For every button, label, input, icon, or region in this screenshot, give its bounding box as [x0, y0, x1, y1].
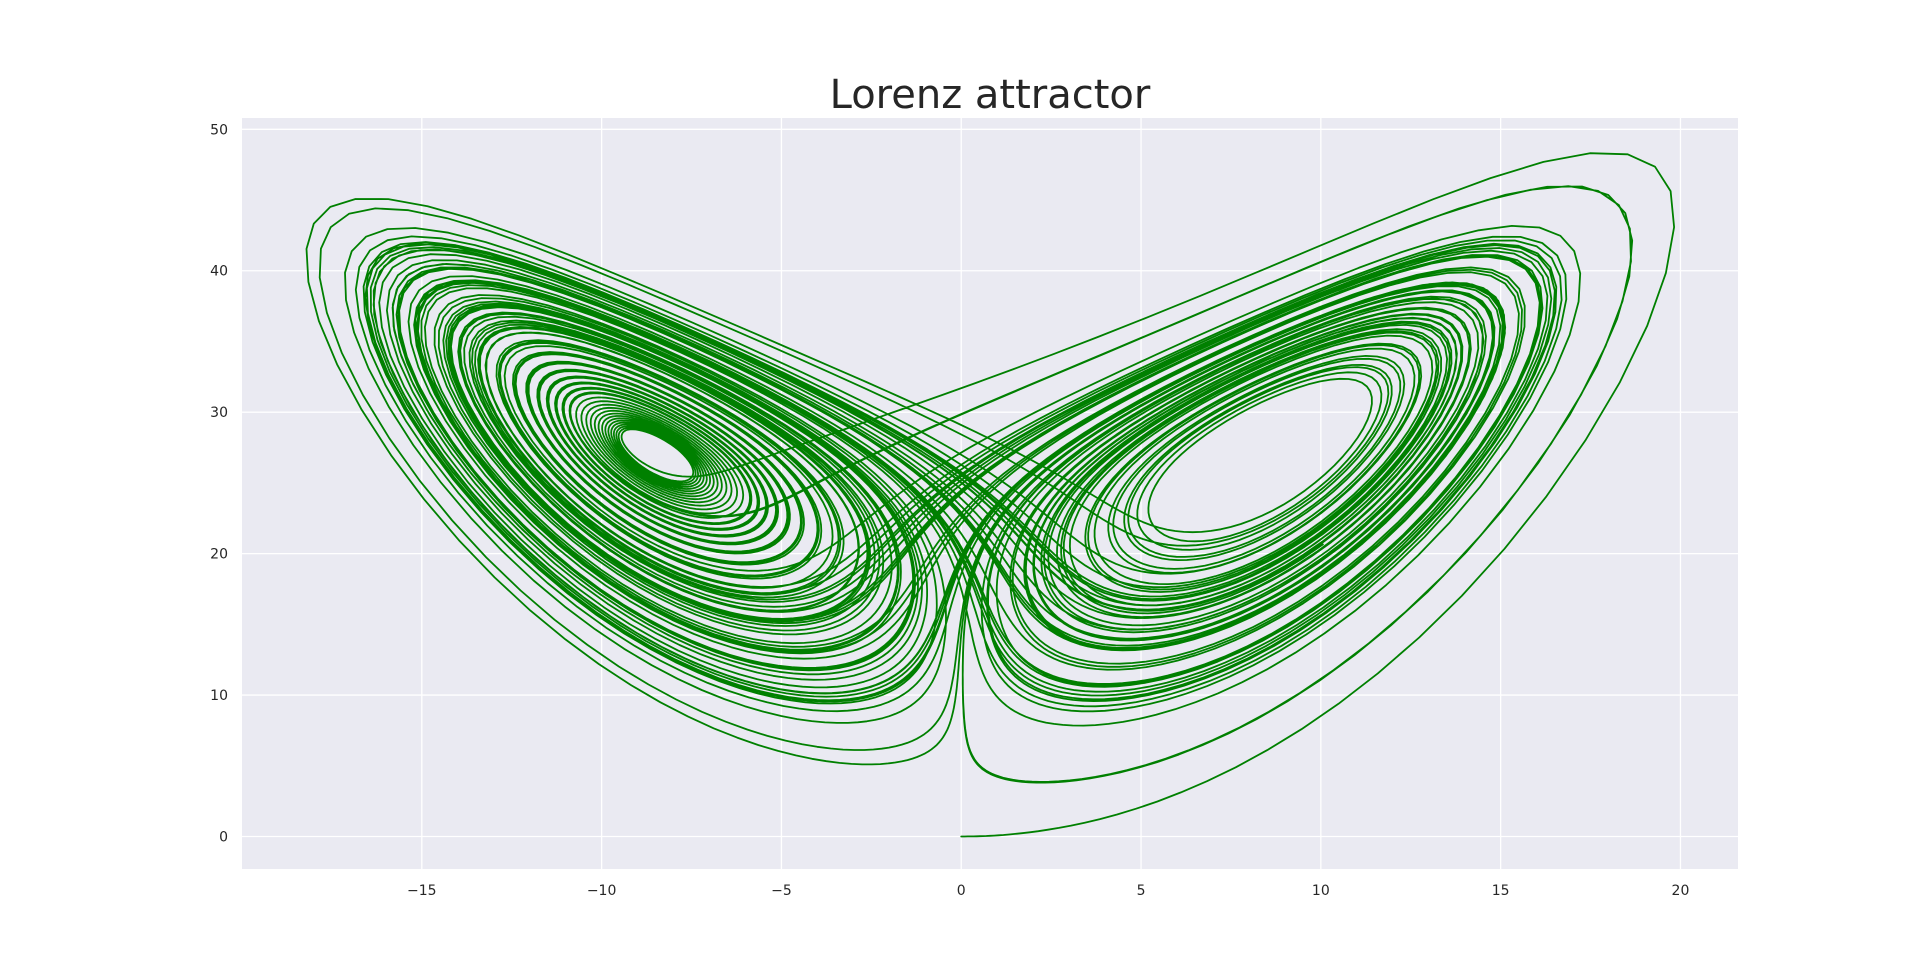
- y-axis: 0 10 20 30 40 50: [210, 122, 228, 845]
- y-tick-label: 10: [210, 688, 228, 704]
- x-tick-label: 5: [1137, 883, 1146, 899]
- chart-title: Lorenz attractor: [830, 72, 1151, 118]
- series-layer: [305, 152, 1675, 838]
- x-tick-label: −10: [587, 883, 617, 899]
- y-tick-label: 0: [219, 829, 228, 845]
- y-tick-label: 50: [210, 122, 228, 138]
- y-tick-label: 20: [210, 547, 228, 563]
- x-tick-label: 10: [1312, 883, 1330, 899]
- x-tick-label: −15: [407, 883, 437, 899]
- x-axis: −15 −10 −5 0 5 10 15 20: [407, 883, 1689, 899]
- y-tick-label: 40: [210, 264, 228, 280]
- x-tick-label: 20: [1672, 883, 1690, 899]
- x-tick-label: −5: [771, 883, 792, 899]
- x-tick-label: 15: [1492, 883, 1510, 899]
- x-tick-label: 0: [957, 883, 966, 899]
- y-tick-label: 30: [210, 405, 228, 421]
- series-line-0: [305, 152, 1675, 838]
